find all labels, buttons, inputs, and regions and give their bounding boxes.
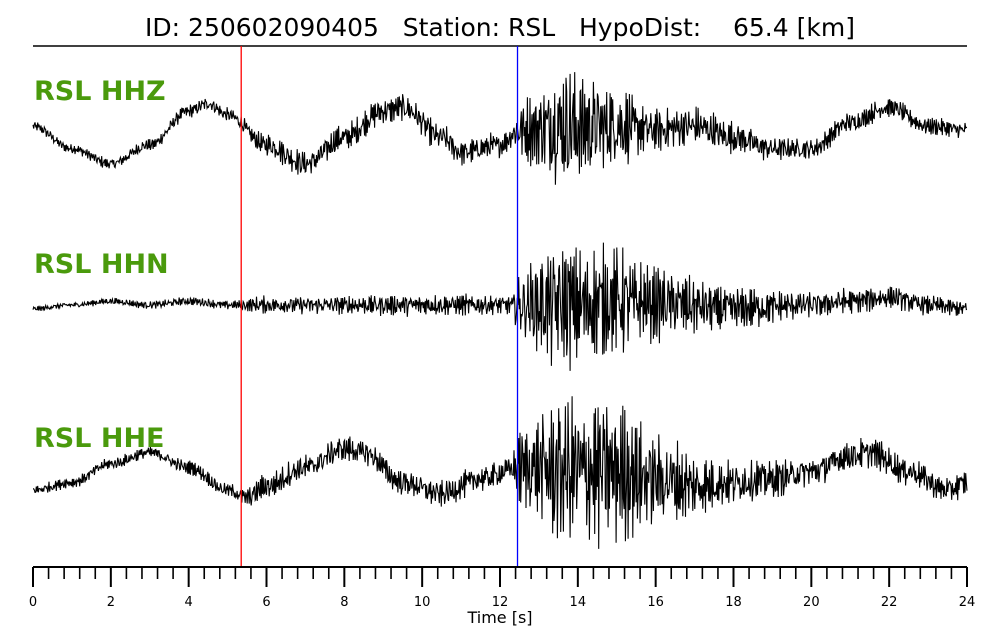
x-tick-label: 16 [647,595,664,610]
traces-layer [32,72,968,549]
x-tick-label: 14 [570,595,587,610]
x-axis-label: Time [s] [466,608,532,627]
channel-label: RSL HHN [34,249,169,280]
x-tick-label: 0 [29,595,37,610]
x-tick-label: 20 [803,595,820,610]
trace-rsl-hhz [32,72,968,185]
x-tick-label: 10 [414,595,431,610]
x-tick-label: 12 [492,595,509,610]
channel-label: RSL HHE [34,423,164,454]
x-tick-label: 8 [340,595,348,610]
plot-title: ID: 250602090405 Station: RSL HypoDist: … [145,13,855,42]
x-tick-label: 2 [107,595,115,610]
x-tick-label: 24 [959,595,976,610]
x-tick-label: 18 [725,595,742,610]
channel-label: RSL HHZ [34,76,166,107]
trace-rsl-hhe [33,396,968,549]
channel-labels-layer: RSL HHZ RSL HHN RSL HHE [34,76,169,454]
trace-rsl-hhn [32,242,968,371]
x-tick-label: 4 [185,595,193,610]
x-tick-label: 22 [881,595,898,610]
picks-layer [240,46,519,567]
time-axis: 0 2 4 6 8 10 12 14 16 18 20 22 24 [29,566,976,610]
x-tick-label: 6 [262,595,270,610]
